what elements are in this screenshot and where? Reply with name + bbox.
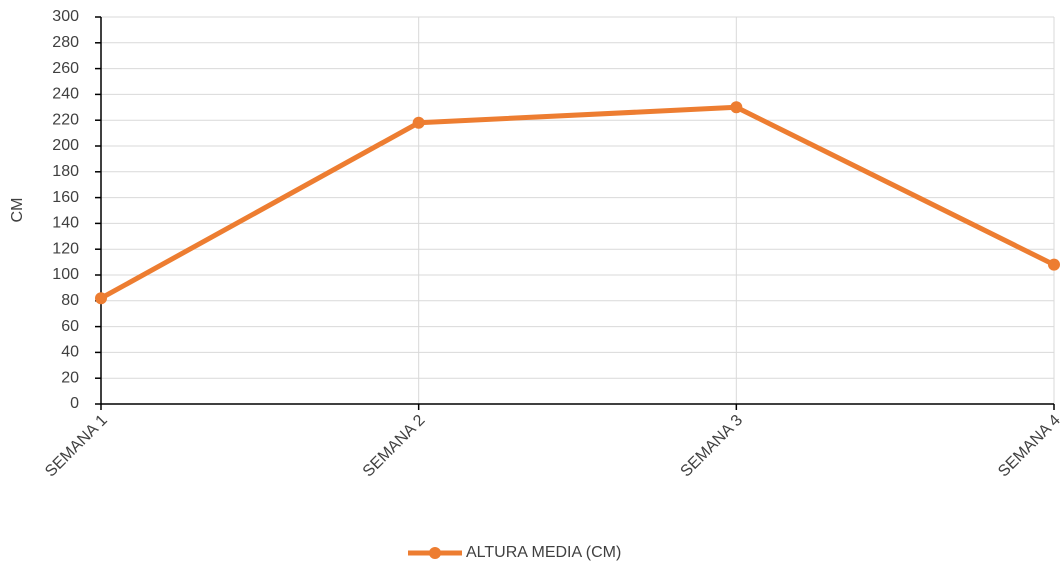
y-tick-label: 220 — [52, 111, 79, 128]
y-tick-label: 300 — [52, 8, 79, 25]
y-axis-label: CM — [9, 198, 26, 223]
point — [1048, 258, 1060, 271]
point — [730, 101, 743, 114]
y-tick-label: 160 — [52, 189, 79, 206]
x-tick-label: SEMANA 1 — [42, 412, 111, 481]
y-tick-label: 40 — [61, 344, 79, 361]
point — [95, 292, 107, 305]
x-tick-label: SEMANA 3 — [678, 412, 747, 481]
y-tick-label: 240 — [52, 86, 79, 103]
x-tick-label: SEMANA 4 — [995, 412, 1060, 481]
y-tick-label: 100 — [52, 266, 79, 283]
y-tick-label: 60 — [61, 318, 79, 335]
y-tick-label: 180 — [52, 163, 79, 180]
y-tick-label: 260 — [52, 60, 79, 77]
y-tick-label: 120 — [52, 240, 79, 257]
legend-label: ALTURA MEDIA (CM) — [466, 544, 621, 561]
series-line — [99, 104, 1056, 301]
y-tick-label: 200 — [52, 137, 79, 154]
y-tick-label: 0 — [70, 395, 79, 412]
y-tick-label: 280 — [52, 34, 79, 51]
y-tick-label: 140 — [52, 215, 79, 232]
y-tick-label: 20 — [61, 369, 79, 386]
x-tick-label: SEMANA 2 — [360, 412, 429, 481]
legend-marker — [429, 547, 441, 559]
point — [412, 116, 425, 129]
y-tick-label: 80 — [61, 292, 79, 309]
